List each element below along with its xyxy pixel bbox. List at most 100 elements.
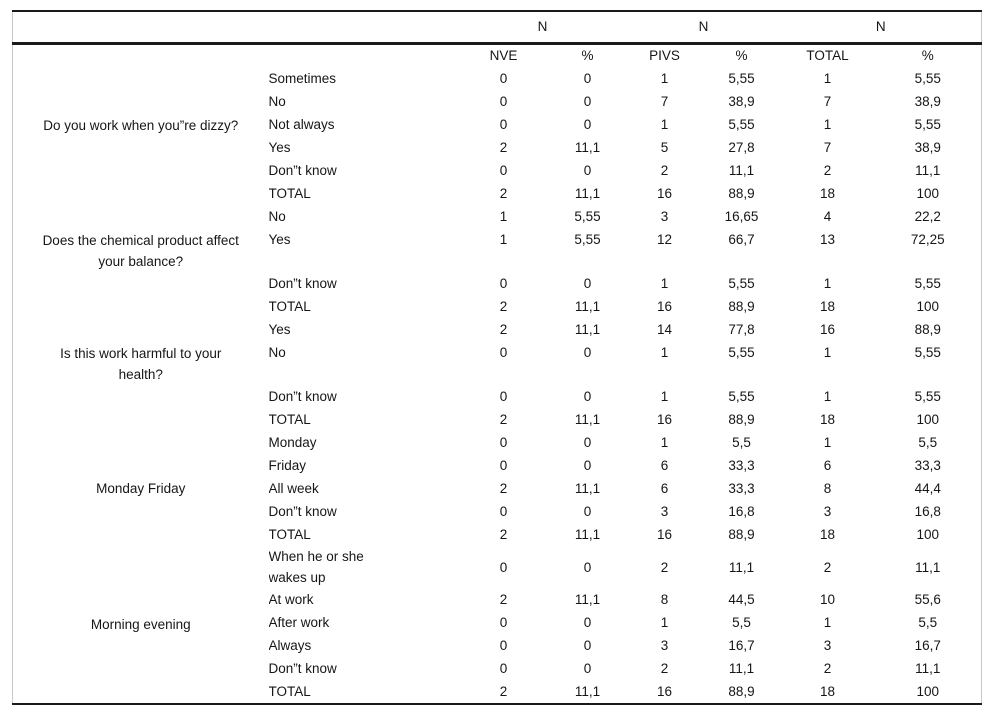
value-cell: 88,9 bbox=[728, 684, 755, 699]
value-cell: 88,9 bbox=[914, 322, 941, 337]
value-cell: 44,4 bbox=[914, 481, 941, 496]
value-cell: 11,1 bbox=[574, 140, 601, 155]
table-row: TOTAL 2 11,1 16 88,9 18 100 bbox=[13, 408, 982, 431]
value-cell: 100 bbox=[916, 684, 940, 699]
value-cell: 1 bbox=[660, 117, 669, 132]
value-cell: 72,25 bbox=[910, 232, 945, 247]
value-cell: 1 bbox=[660, 615, 669, 630]
value-cell bbox=[627, 364, 703, 385]
value-cell: 0 bbox=[583, 389, 592, 404]
value-cell: 44,5 bbox=[728, 592, 755, 607]
value-cell: 2 bbox=[499, 592, 508, 607]
value-cell: 18 bbox=[819, 299, 836, 314]
value-cell: 2 bbox=[660, 559, 669, 575]
table-row: Yes 1 5,55 12 66,7 13 72,25 bbox=[13, 228, 982, 251]
table-row: Friday 0 0 6 33,3 6 33,3 bbox=[13, 454, 982, 477]
value-cell: 5,55 bbox=[728, 389, 755, 404]
value-cell: 5,55 bbox=[914, 71, 941, 86]
value-cell: 0 bbox=[499, 661, 508, 676]
question-text: Is this work harmful to your health? bbox=[60, 345, 222, 382]
question-cell: Morning evening bbox=[13, 546, 269, 704]
col-header-pivs: PIVS bbox=[649, 48, 680, 64]
value-cell: 1 bbox=[660, 435, 669, 450]
value-cell: 16 bbox=[656, 412, 673, 427]
answer-cell: Always bbox=[268, 638, 312, 653]
value-cell: 11,1 bbox=[574, 299, 601, 314]
value-cell: 0 bbox=[499, 435, 508, 450]
col-header-nve-pct: % bbox=[581, 48, 594, 64]
value-cell bbox=[549, 251, 627, 272]
value-cell: 13 bbox=[819, 232, 836, 247]
value-cell: 2 bbox=[499, 481, 508, 496]
value-cell: 0 bbox=[499, 163, 508, 178]
value-cell: 0 bbox=[583, 71, 592, 86]
value-cell: 1 bbox=[660, 389, 669, 404]
value-cell: 1 bbox=[823, 615, 832, 630]
answer-cell: TOTAL bbox=[268, 412, 311, 427]
answer-cell: Don”t know bbox=[268, 163, 337, 178]
value-cell bbox=[549, 364, 627, 385]
question-cell: Is this work harmful to your health? bbox=[13, 318, 269, 431]
value-cell: 0 bbox=[499, 276, 508, 291]
value-cell: 3 bbox=[660, 638, 669, 653]
answer-cell: Yes bbox=[268, 140, 291, 155]
survey-results-table: N N N NVE % PIVS % TOTAL % Do you work w… bbox=[12, 10, 982, 705]
answer-cell: After work bbox=[268, 615, 330, 630]
value-cell: 2 bbox=[499, 140, 508, 155]
value-cell: 2 bbox=[823, 163, 832, 178]
value-cell: 5,5 bbox=[918, 615, 938, 630]
value-cell: 5,55 bbox=[574, 232, 601, 247]
table-row: All week 2 11,1 6 33,3 8 44,4 bbox=[13, 477, 982, 500]
value-cell: 10 bbox=[819, 592, 836, 607]
value-cell: 6 bbox=[823, 458, 832, 473]
value-cell: 11,1 bbox=[728, 163, 755, 178]
value-cell bbox=[703, 251, 781, 272]
value-cell: 1 bbox=[499, 209, 508, 224]
value-cell: 77,8 bbox=[728, 322, 755, 337]
question-cell: Does the chemical product affect your ba… bbox=[13, 205, 269, 318]
value-cell: 7 bbox=[823, 140, 832, 155]
answer-cell: Don”t know bbox=[268, 389, 337, 404]
value-cell: 3 bbox=[823, 504, 832, 519]
value-cell: 11,1 bbox=[574, 322, 601, 337]
answer-cell: Sometimes bbox=[268, 71, 337, 86]
table-row: Yes 2 11,1 5 27,8 7 38,9 bbox=[13, 136, 982, 159]
value-cell: 1 bbox=[823, 435, 832, 450]
value-cell: 12 bbox=[656, 232, 673, 247]
value-cell: 2 bbox=[499, 299, 508, 314]
value-cell: 0 bbox=[499, 389, 508, 404]
value-cell: 0 bbox=[583, 504, 592, 519]
table-row: TOTAL 2 11,1 16 88,9 18 100 bbox=[13, 523, 982, 546]
table-row: After work 0 0 1 5,5 1 5,5 bbox=[13, 611, 982, 634]
group-header-n-nve: N bbox=[537, 19, 548, 35]
col-header-answer bbox=[269, 43, 459, 67]
value-cell: 2 bbox=[499, 527, 508, 542]
question-cell: Do you work when you”re dizzy? bbox=[13, 67, 269, 205]
value-cell: 0 bbox=[583, 458, 592, 473]
value-cell: 1 bbox=[823, 276, 832, 291]
question-text: Morning evening bbox=[90, 617, 191, 632]
value-cell bbox=[875, 364, 982, 385]
value-cell: 4 bbox=[823, 209, 832, 224]
table-row: Morning evening When he or she wakes up 0 0… bbox=[13, 546, 982, 632]
value-cell: 8 bbox=[823, 481, 832, 496]
column-header-row: NVE % PIVS % TOTAL % bbox=[13, 43, 982, 67]
value-cell: 27,8 bbox=[728, 140, 755, 155]
answer-cell: Monday bbox=[268, 435, 317, 450]
value-cell: 88,9 bbox=[728, 299, 755, 314]
value-cell: 7 bbox=[660, 94, 669, 109]
table-body: Do you work when you”re dizzy? Sometimes 0… bbox=[13, 67, 982, 704]
value-cell: 0 bbox=[499, 615, 508, 630]
value-cell: 38,9 bbox=[914, 140, 941, 155]
value-cell: 2 bbox=[499, 412, 508, 427]
value-cell: 5,55 bbox=[914, 117, 941, 132]
answer-cell bbox=[269, 251, 459, 272]
value-cell bbox=[459, 364, 549, 385]
value-cell: 16,8 bbox=[914, 504, 941, 519]
value-cell: 16 bbox=[656, 684, 673, 699]
value-cell bbox=[781, 251, 875, 272]
col-header-question bbox=[13, 43, 269, 67]
question-cell: Monday Friday bbox=[13, 431, 269, 546]
value-cell: 5,55 bbox=[914, 389, 941, 404]
value-cell: 7 bbox=[823, 94, 832, 109]
